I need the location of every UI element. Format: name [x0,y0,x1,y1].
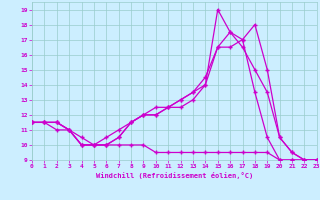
X-axis label: Windchill (Refroidissement éolien,°C): Windchill (Refroidissement éolien,°C) [96,172,253,179]
